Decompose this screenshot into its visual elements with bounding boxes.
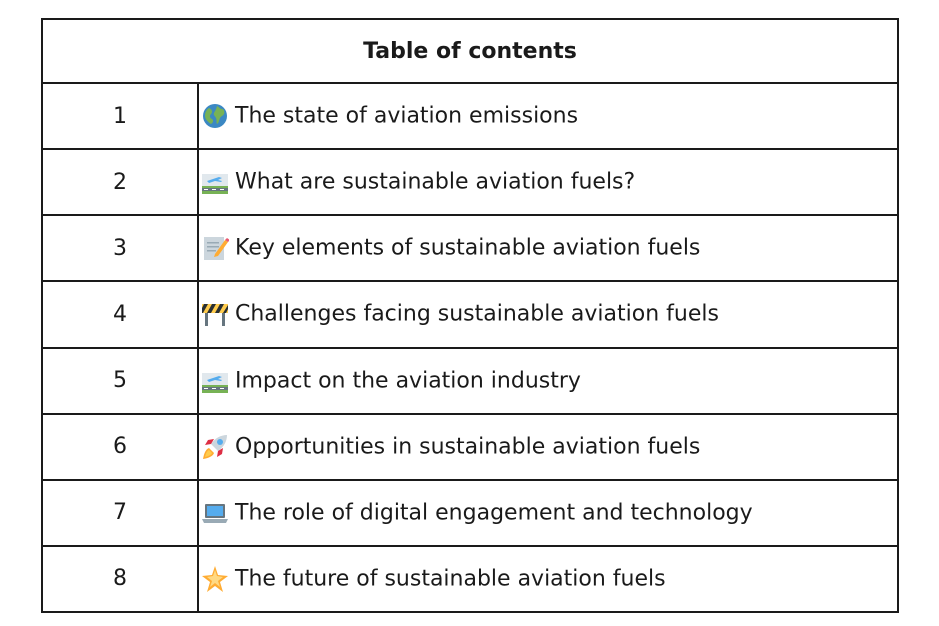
globe-icon — [201, 102, 229, 130]
item-number: 4 — [41, 280, 199, 349]
item-title-cell: The state of aviation emissions — [197, 81, 899, 151]
item-title-cell: Challenges facing sustainable aviation f… — [197, 280, 899, 349]
airport-icon — [201, 367, 229, 395]
laptop-icon — [201, 499, 229, 527]
memo-icon — [201, 234, 229, 262]
item-title: What are sustainable aviation fuels? — [235, 169, 636, 195]
table-row: 7 The role of digital engagement and tec… — [41, 478, 899, 547]
item-title-cell: The role of digital engagement and techn… — [197, 478, 899, 547]
item-title: Impact on the aviation industry — [235, 368, 581, 394]
item-title: Challenges facing sustainable aviation f… — [235, 301, 719, 327]
item-title-cell: Opportunities in sustainable aviation fu… — [197, 412, 899, 481]
item-number: 1 — [41, 81, 199, 151]
item-title: Key elements of sustainable aviation fue… — [235, 235, 701, 261]
construction-barrier-icon — [201, 300, 229, 328]
item-title-cell: The future of sustainable aviation fuels — [197, 544, 899, 614]
table-row: 8 The future of sustainable aviation fue… — [41, 544, 899, 614]
item-title: The state of aviation emissions — [235, 103, 579, 129]
rocket-icon — [201, 433, 229, 461]
item-number: 8 — [41, 544, 199, 614]
item-title: Opportunities in sustainable aviation fu… — [235, 434, 701, 460]
table-row: 2 What are sustainable aviation fuels? — [41, 148, 899, 217]
item-title-cell: What are sustainable aviation fuels? — [197, 148, 899, 217]
item-title-cell: Impact on the aviation industry — [197, 346, 899, 415]
item-title-cell: Key elements of sustainable aviation fue… — [197, 214, 899, 283]
airport-icon — [201, 168, 229, 196]
table-row: 5 Impact on the aviation industry — [41, 346, 899, 415]
item-number: 5 — [41, 346, 199, 415]
item-title: The role of digital engagement and techn… — [235, 500, 753, 526]
toc-header-row: Table of contents — [41, 18, 899, 84]
table-row: 1 The state of aviation emissions — [41, 81, 899, 151]
item-number: 2 — [41, 148, 199, 217]
item-number: 6 — [41, 412, 199, 481]
toc-heading: Table of contents — [41, 18, 899, 84]
table-of-contents: Table of contents 1 The state of aviatio… — [41, 18, 899, 614]
item-title: The future of sustainable aviation fuels — [235, 566, 666, 592]
item-number: 7 — [41, 478, 199, 547]
table-row: 6 Opportunities in sustainable aviation … — [41, 412, 899, 481]
item-number: 3 — [41, 214, 199, 283]
table-row: 4 Challenges facing sustainable aviation… — [41, 280, 899, 349]
glowing-star-icon — [201, 565, 229, 593]
table-row: 3 Key elements of sustainable aviation f… — [41, 214, 899, 283]
